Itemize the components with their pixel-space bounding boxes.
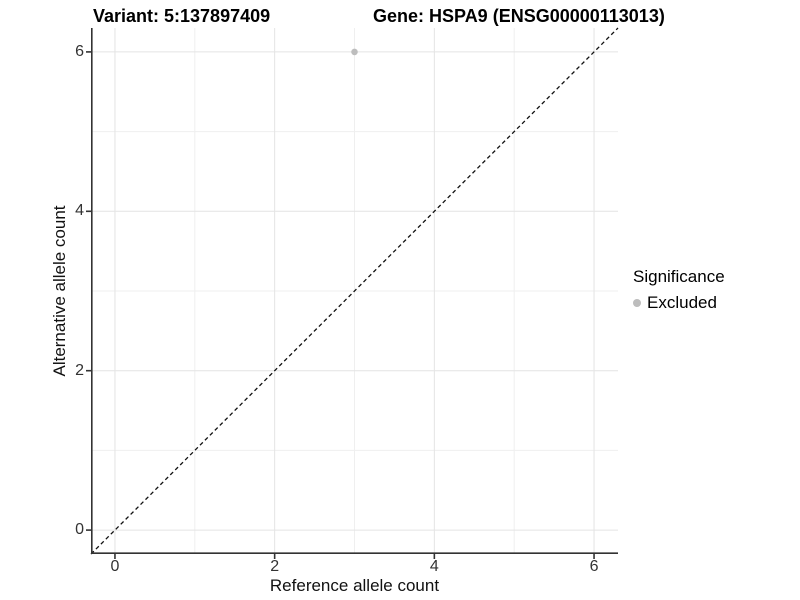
x-tick-label: 2 (270, 558, 280, 575)
y-tick-label: 2 (75, 361, 84, 379)
x-tick-label: 6 (589, 558, 599, 575)
variant-title: Variant: 5:137897409 (93, 6, 271, 26)
legend-item-excluded: Excluded (633, 293, 725, 313)
data-point (351, 48, 358, 56)
excluded-point-icon (633, 299, 641, 307)
x-axis-title: Reference allele count (269, 576, 440, 595)
identity-line (90, 27, 619, 555)
x-tick-label: 4 (429, 558, 439, 575)
legend-item-label: Excluded (647, 293, 717, 312)
legend: Significance Excluded (633, 267, 725, 313)
legend-title: Significance (633, 267, 725, 286)
y-tick-label: 4 (75, 202, 84, 220)
y-tick-label: 0 (75, 521, 84, 539)
y-tick-label: 6 (75, 42, 84, 60)
plot-panel (86, 27, 619, 559)
x-tick-label: 0 (110, 558, 120, 575)
y-axis-title: Alternative allele count (50, 205, 69, 377)
gene-title: Gene: HSPA9 (ENSG00000113013) (373, 6, 665, 26)
